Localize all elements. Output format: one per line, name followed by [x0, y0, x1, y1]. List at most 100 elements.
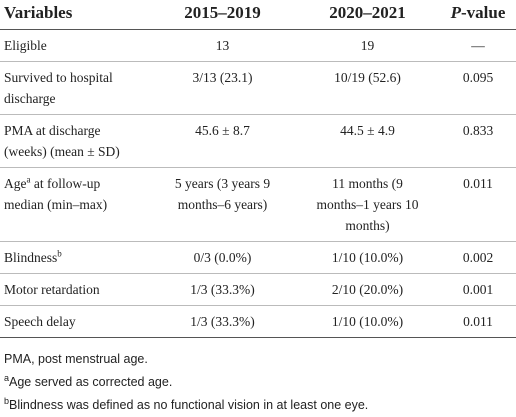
cell-line: 0.011	[463, 314, 493, 329]
text: -value	[461, 3, 506, 22]
italic-text: P	[450, 3, 461, 22]
table-row: Agea at follow-up median (min–max) 5 years…	[0, 167, 516, 242]
label-line: discharge	[4, 88, 146, 109]
cell-line: 11 months (9	[332, 176, 403, 191]
row-label: Eligible	[0, 29, 150, 62]
table-row: Speech delay 1/3 (33.3%) 1/10 (10.0%) 0.011	[0, 305, 516, 338]
label-line: Agea at follow-up	[4, 173, 146, 194]
table-cell: 45.6 ± 8.7	[150, 114, 295, 168]
row-label: Agea at follow-up median (min–max)	[0, 167, 150, 242]
row-label: Motor retardation	[0, 273, 150, 306]
cell-line: 45.6 ± 8.7	[195, 123, 250, 138]
table-cell: 0.001	[440, 273, 516, 306]
table-row: Blindnessb 0/3 (0.0%) 1/10 (10.0%) 0.002	[0, 241, 516, 274]
text: PMA at discharge	[4, 123, 101, 138]
table-cell: 1/3 (33.3%)	[150, 273, 295, 306]
footnote: bBlindness was defined as no functional …	[4, 394, 512, 417]
cell-line: 0.002	[462, 250, 494, 265]
text: Age	[4, 176, 27, 191]
footnote: PMA, post menstrual age.	[4, 348, 512, 371]
cell-line: 13	[215, 38, 230, 53]
table-cell: 0.002	[440, 241, 516, 274]
text: Motor retardation	[4, 282, 100, 297]
text: Age served as corrected age.	[9, 375, 173, 389]
cell-line: 0.833	[462, 123, 494, 138]
table-row: Eligible 13 19 —	[0, 29, 516, 62]
table-cell: 10/19 (52.6)	[295, 61, 440, 115]
cell-line: 19	[360, 38, 375, 53]
text: PMA, post menstrual age.	[4, 352, 148, 366]
label-line: Speech delay	[4, 311, 146, 332]
table-cell: 0.011	[440, 167, 516, 242]
table-cell: 0.833	[440, 114, 516, 168]
text: (weeks) (mean ± SD)	[4, 144, 120, 159]
table-body: Eligible 13 19 — Survived to hospital dischar…	[0, 29, 516, 338]
table-cell: 11 months (9 months–1 years 10 months)	[295, 167, 440, 242]
table-cell: 1/10 (10.0%)	[295, 241, 440, 274]
cell-line: months–1 years 10	[316, 197, 419, 212]
label-line: PMA at discharge	[4, 120, 146, 141]
text: Blindness was defined as no functional v…	[9, 398, 369, 412]
cell-line: 2/10 (20.0%)	[331, 282, 404, 297]
label-line: (weeks) (mean ± SD)	[4, 141, 146, 162]
table-cell: 0.095	[440, 61, 516, 115]
table-cell: 0.011	[440, 305, 516, 338]
cell-line: 1/3 (33.3%)	[190, 282, 255, 297]
text: Speech delay	[4, 314, 76, 329]
table-cell: 19	[295, 29, 440, 62]
cell-line: 0.095	[462, 70, 494, 85]
label-line: Blindnessb	[4, 247, 146, 268]
text: median (min–max)	[4, 197, 108, 212]
label-line: median (min–max)	[4, 194, 146, 215]
table-cell: 44.5 ± 4.9	[295, 114, 440, 168]
text: Blindness	[4, 250, 58, 265]
column-header: 2020–2021	[295, 0, 440, 30]
cell-line: months)	[345, 218, 390, 233]
table-cell: 2/10 (20.0%)	[295, 273, 440, 306]
cell-line: 44.5 ± 4.9	[340, 123, 395, 138]
footnote: aAge served as corrected age.	[4, 371, 512, 394]
table-cell: 3/13 (23.1)	[150, 61, 295, 115]
label-line: Eligible	[4, 35, 146, 56]
column-header: 2015–2019	[150, 0, 295, 30]
table-row: Survived to hospital discharge 3/13 (23.1)…	[0, 61, 516, 115]
text: at follow-up	[30, 176, 101, 191]
table-row: PMA at discharge (weeks) (mean ± SD) 45.6 …	[0, 114, 516, 168]
column-header: P-value	[440, 0, 516, 30]
superscript: b	[57, 248, 62, 259]
cell-line: 10/19 (52.6)	[334, 70, 401, 85]
row-label: Speech delay	[0, 305, 150, 338]
table-cell: 13	[150, 29, 295, 62]
cell-line: 1/10 (10.0%)	[331, 250, 404, 265]
footnotes: PMA, post menstrual age. aAge served as c…	[0, 338, 516, 417]
table-cell: —	[440, 29, 516, 62]
cell-line: 1/3 (33.3%)	[190, 314, 255, 329]
superscript: a	[4, 372, 10, 383]
header-row: Variables 2015–2019 2020–2021 P-value	[0, 0, 516, 30]
text: Eligible	[4, 38, 47, 53]
row-label: Blindnessb	[0, 241, 150, 274]
row-label: Survived to hospital discharge	[0, 61, 150, 115]
cell-line: 5 years (3 years 9	[174, 176, 271, 191]
table-cell: 5 years (3 years 9 months–6 years)	[150, 167, 295, 242]
cell-line: 0/3 (0.0%)	[193, 250, 252, 265]
row-label: PMA at discharge (weeks) (mean ± SD)	[0, 114, 150, 168]
data-table: Variables 2015–2019 2020–2021 P-value Eligi…	[0, 0, 516, 338]
cell-line: —	[471, 38, 485, 53]
table-cell: 1/3 (33.3%)	[150, 305, 295, 338]
text: discharge	[4, 91, 56, 106]
cell-line: 0.001	[462, 282, 494, 297]
label-line: Motor retardation	[4, 279, 146, 300]
table-cell: 1/10 (10.0%)	[295, 305, 440, 338]
cell-line: 3/13 (23.1)	[192, 70, 253, 85]
table-row: Motor retardation 1/3 (33.3%) 2/10 (20.0%)…	[0, 273, 516, 306]
text: Survived to hospital	[4, 70, 113, 85]
table-cell: 0/3 (0.0%)	[150, 241, 295, 274]
label-line: Survived to hospital	[4, 67, 146, 88]
column-header: Variables	[0, 0, 150, 30]
cell-line: 1/10 (10.0%)	[331, 314, 404, 329]
superscript: a	[26, 174, 31, 185]
cell-line: months–6 years)	[177, 197, 268, 212]
cell-line: 0.011	[463, 176, 493, 191]
